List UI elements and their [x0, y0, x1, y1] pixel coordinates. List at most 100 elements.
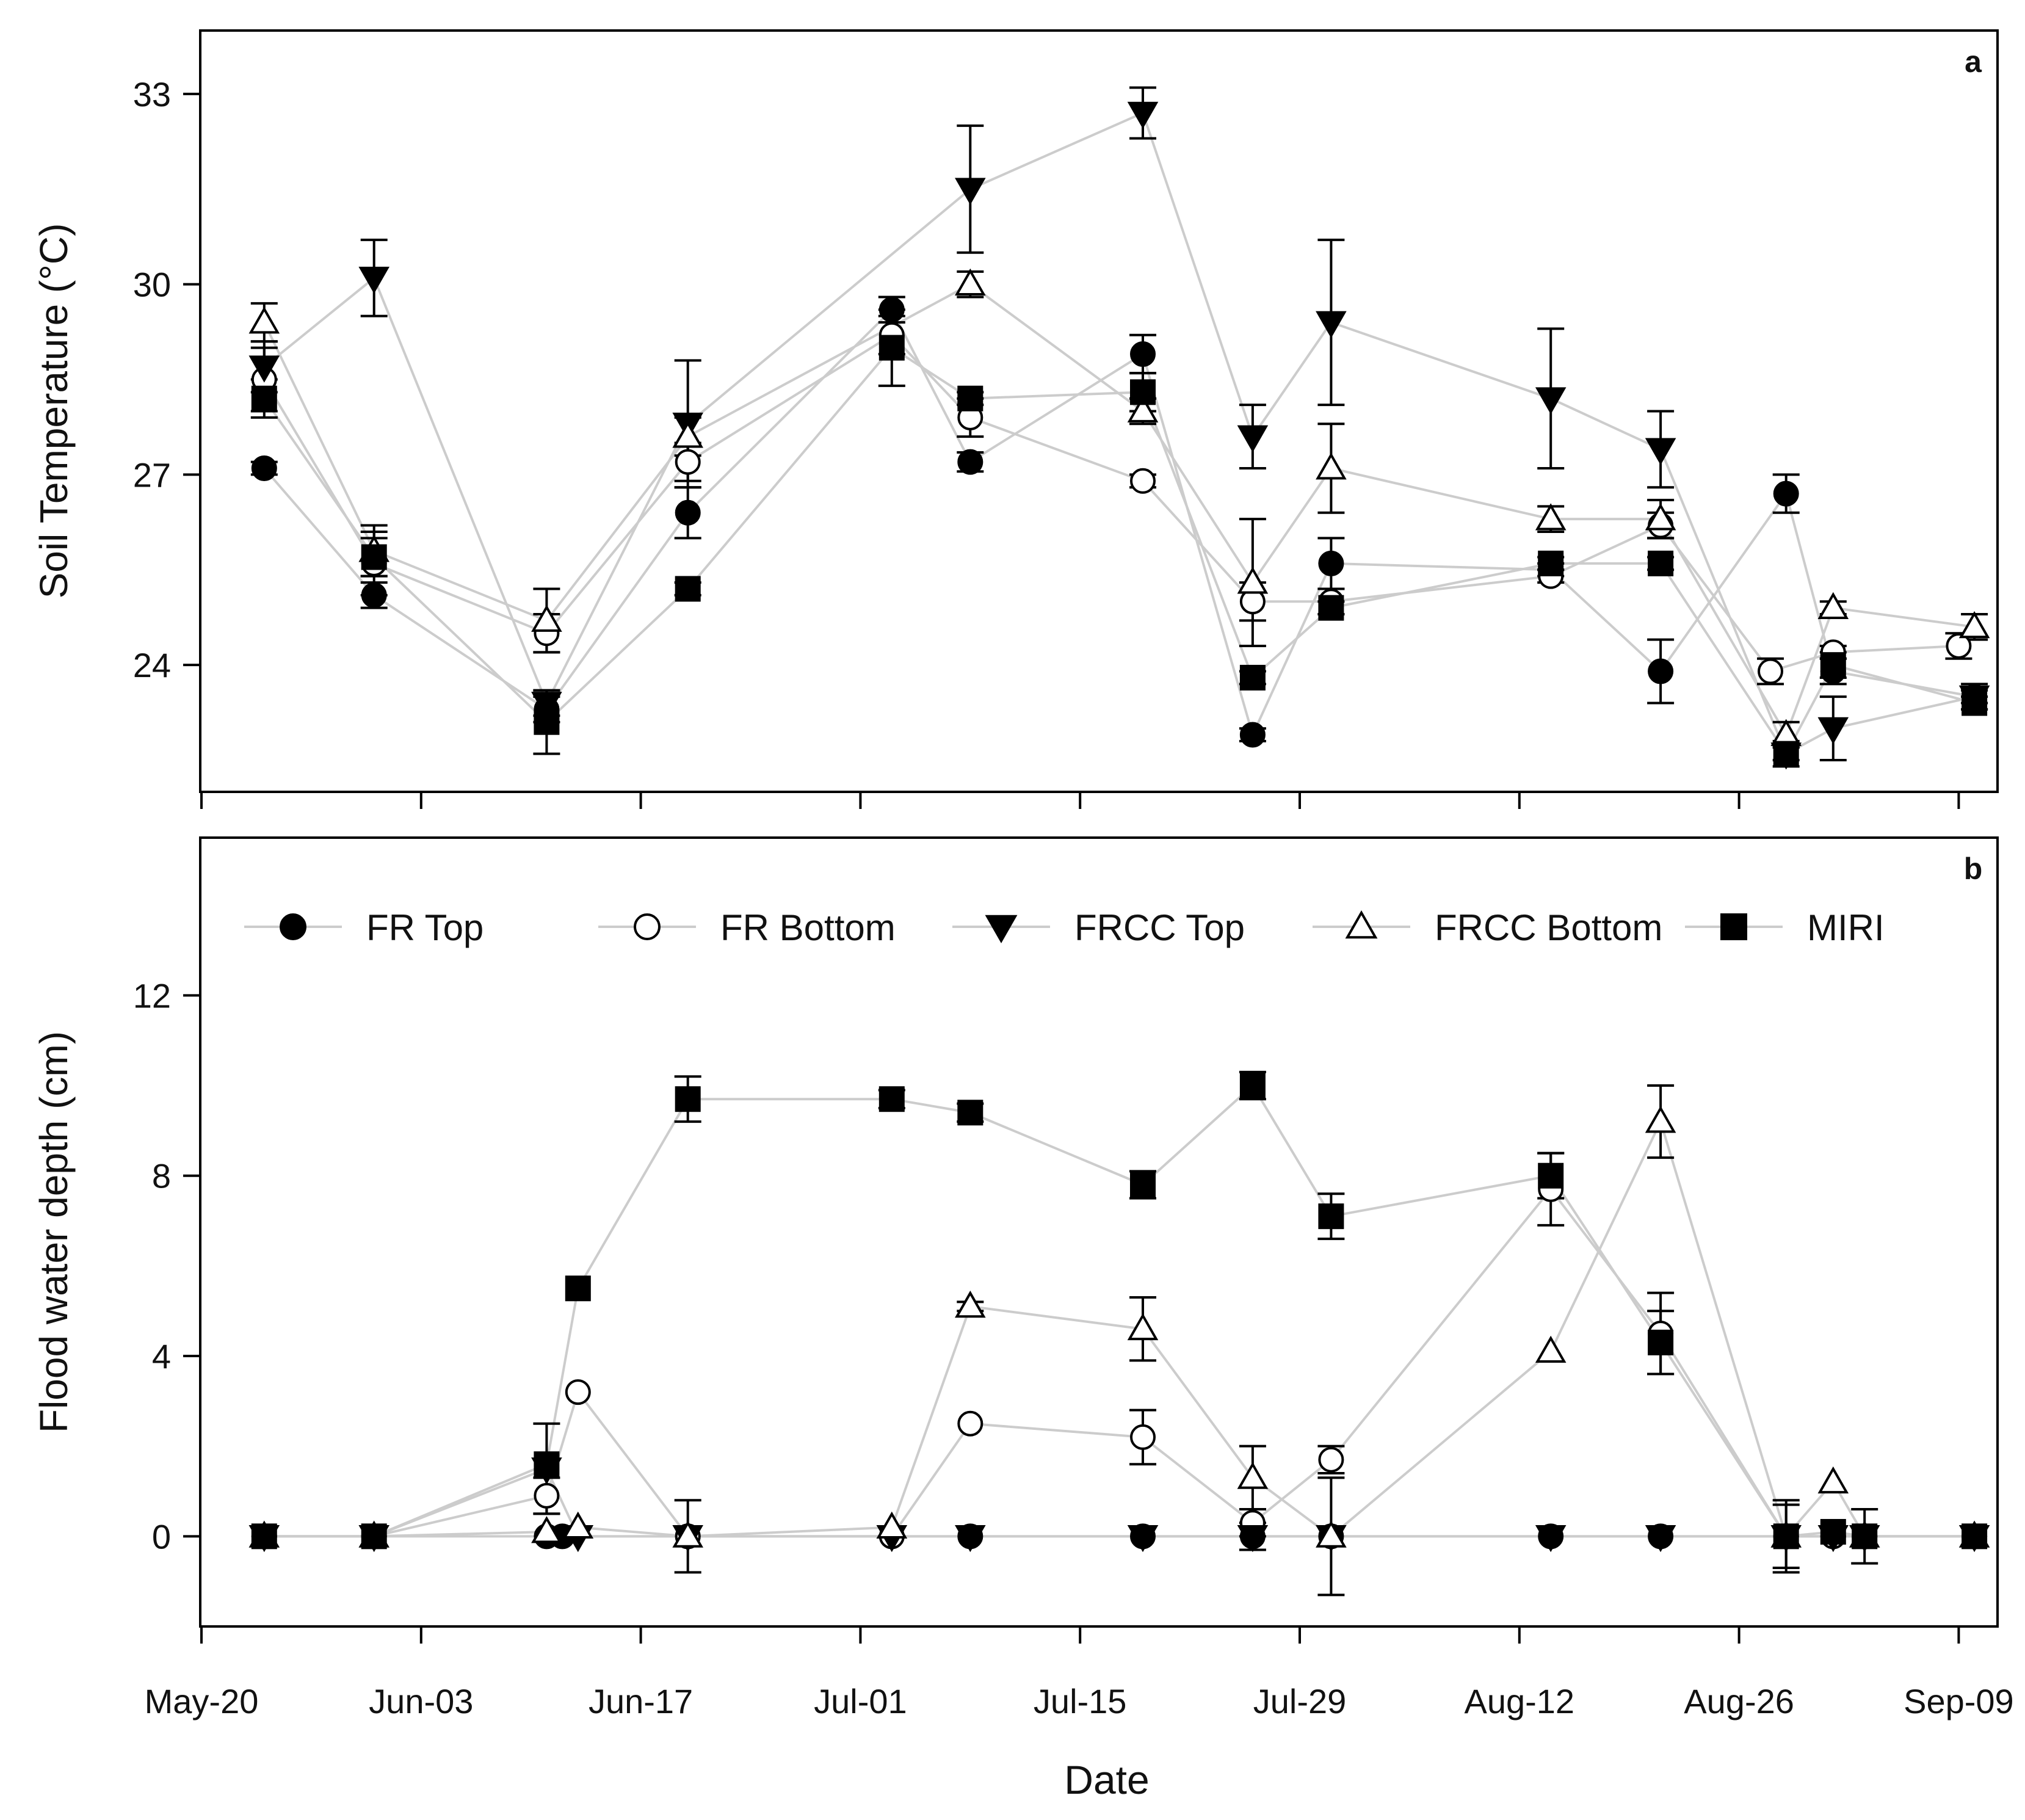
- legend-marker: [985, 915, 1018, 944]
- legend-label: FRCC Bottom: [1435, 907, 1662, 948]
- panel-a-miri-point: [1962, 690, 1988, 716]
- panel-b-frcc-bottom-point: [531, 1516, 562, 1543]
- panel-b-miri-line: [264, 1083, 1975, 1538]
- panel-b-miri-point: [1852, 1523, 1878, 1550]
- panel-a-miri-point: [1538, 550, 1564, 576]
- legend-label: FRCC Top: [1074, 907, 1245, 948]
- panel-b-frcc-top-point: [1127, 1525, 1159, 1553]
- panel-a-y-tick-label: 33: [133, 75, 171, 114]
- panel-a-frcc-bottom-point: [248, 306, 280, 334]
- panel-b-frcc-top-point: [955, 1525, 986, 1553]
- legend-marker: [1720, 913, 1747, 940]
- panel-a-fr-bottom-line: [263, 333, 1959, 673]
- panel-b-frcc-bottom-point: [1817, 1466, 1849, 1494]
- panel-b-frcc-top-point: [1535, 1525, 1567, 1553]
- panel-b-miri-point: [1318, 1203, 1344, 1230]
- panel-a-fr-bottom-point: [1130, 468, 1156, 494]
- panel-b-y-tick-label: 8: [152, 1157, 171, 1195]
- panel-b-frcc-bottom-point: [955, 1290, 986, 1318]
- panel-a-fr-top-line: [263, 307, 1975, 739]
- panel-a-y-tick-label: 27: [133, 455, 171, 494]
- panel-a-miri-point: [361, 544, 387, 570]
- panel-b-miri-point: [534, 1451, 560, 1477]
- panel-b-y-tick-label: 0: [152, 1517, 171, 1556]
- legend-label: FR Bottom: [720, 907, 896, 948]
- panel-b-frame: [199, 836, 1999, 1628]
- panel-a-miri-point: [1318, 595, 1344, 621]
- panel-a-frcc-top-point: [955, 178, 986, 205]
- panel-b-miri-point: [675, 1086, 701, 1112]
- panel-a-miri-point: [675, 576, 701, 602]
- panel-a-frcc-bottom-point: [1817, 592, 1849, 620]
- panel-a-frcc-top-point: [1817, 717, 1849, 744]
- legend-label: FR Top: [366, 907, 484, 948]
- x-tick-label: Jun-03: [369, 1682, 473, 1720]
- panel-b-y-tick-label: 12: [133, 976, 171, 1015]
- panel-b-miri-point: [1648, 1329, 1674, 1355]
- panel-a-frcc-top-point: [1127, 101, 1159, 129]
- panel-a-miri-point: [1773, 741, 1799, 767]
- panel-b-frcc-top-line: [264, 1467, 1975, 1538]
- panel-a-fr-bottom-point: [1946, 633, 1972, 659]
- x-tick-label: Aug-26: [1684, 1682, 1794, 1720]
- panel-a-fr-top-point: [957, 449, 984, 475]
- panel-a-frcc-bottom-point: [531, 604, 562, 632]
- panel-b-fr-bottom-point: [534, 1482, 560, 1509]
- panel-a-series-layer: [248, 86, 1990, 770]
- panel-a-miri-point: [957, 385, 984, 411]
- x-axis-tick-labels: May-20 Jun-03 Jun-17 Jul-01 Jul-15 Jul-29 Aug-…: [145, 1682, 2014, 1720]
- panel-b-miri-point: [1130, 1172, 1156, 1198]
- panel-b-miri-point: [1962, 1523, 1988, 1550]
- panel-a-miri-point: [534, 709, 560, 735]
- panel-a-frcc-top-point: [1535, 387, 1567, 415]
- panel-b-miri-point: [1820, 1518, 1846, 1545]
- panel-b-frcc-top-point: [1645, 1525, 1676, 1553]
- panel-a-frcc-top-point: [248, 355, 280, 383]
- panel-b-fr-bottom-point: [957, 1410, 984, 1437]
- panel-a-y-axis-title: Soil Temperature (°C): [32, 223, 76, 599]
- panel-a-frcc-top-point: [1237, 425, 1269, 452]
- panel-a-frcc-top-point: [1316, 311, 1347, 338]
- panel-a-frcc-bottom-point: [1535, 503, 1567, 531]
- x-tick-label: Jul-29: [1253, 1682, 1347, 1720]
- panel-a-fr-bottom-point: [675, 449, 701, 475]
- panel-b-frcc-bottom-point: [1237, 1462, 1269, 1489]
- legend-entry-fr-bottom: FR Bottom: [598, 907, 896, 948]
- panel-b-y-tick-label: 4: [152, 1337, 171, 1376]
- panel-a-frcc-bottom-line: [263, 283, 1975, 738]
- panel-a-frcc-top-point: [358, 266, 389, 294]
- x-tick-label: May-20: [145, 1682, 259, 1720]
- panel-b-miri-point: [878, 1086, 905, 1112]
- panel-a-miri-point: [878, 335, 905, 361]
- panel-a-frcc-bottom-point: [1127, 395, 1159, 422]
- panel-b-label: b: [1964, 852, 1983, 886]
- panel-b-fr-bottom-point: [1318, 1446, 1344, 1473]
- panel-b-miri-point: [361, 1523, 387, 1550]
- panel-b-frcc-bottom-point: [876, 1511, 908, 1539]
- legend-marker: [1345, 910, 1378, 939]
- panel-a-fr-top-point: [1239, 722, 1266, 748]
- panel-a-fr-top-point: [1773, 480, 1799, 507]
- panel-a-miri-point: [1648, 550, 1674, 576]
- panel-a-fr-top-point: [1130, 341, 1156, 367]
- x-tick-label: Sep-09: [1904, 1682, 2014, 1720]
- legend-marker: [280, 913, 306, 940]
- legend-entry-frcc-bottom: FRCC Bottom: [1313, 907, 1662, 948]
- panel-a-frcc-bottom-point: [1645, 503, 1676, 531]
- panel-b-miri-point: [1773, 1523, 1799, 1550]
- x-axis-title: Date: [1064, 1757, 1149, 1802]
- panel-b-miri-point: [1239, 1073, 1266, 1099]
- panel-b-y-axis-title: Flood water depth (cm): [32, 1031, 76, 1433]
- panel-a-frcc-top-point: [531, 692, 562, 719]
- panel-b-miri-point: [565, 1275, 591, 1302]
- x-tick-label: Jul-01: [814, 1682, 907, 1720]
- panel-a-miri-point: [1820, 652, 1846, 678]
- panel-b-fr-bottom-point: [565, 1379, 591, 1405]
- panel-a-miri-point: [1239, 664, 1266, 691]
- panel-b-frcc-bottom-point: [1645, 1106, 1676, 1133]
- legend-label: MIRI: [1807, 907, 1885, 948]
- panel-b-frcc-bottom-point: [1127, 1313, 1159, 1341]
- panel-b-miri-point: [957, 1100, 984, 1126]
- panel-a-frcc-top-point: [1645, 438, 1676, 465]
